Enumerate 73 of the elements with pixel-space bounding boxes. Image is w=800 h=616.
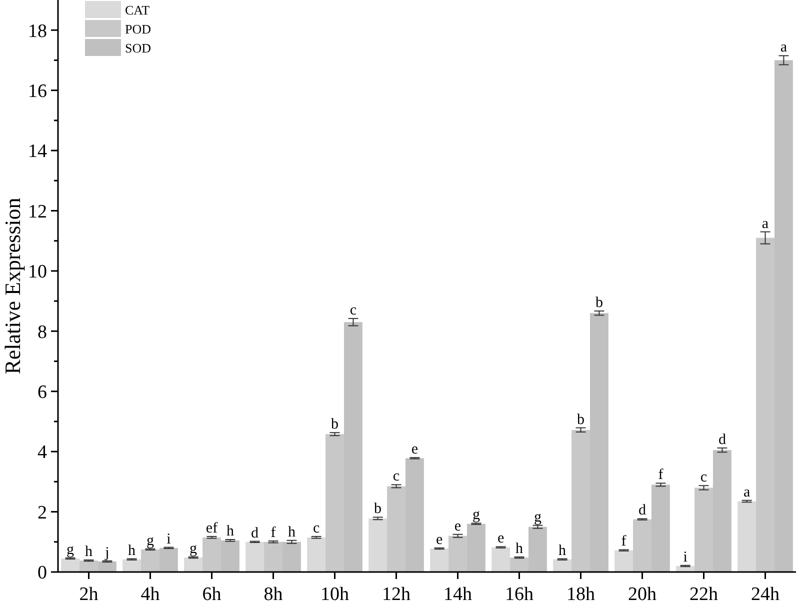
data-label: d — [251, 525, 260, 542]
data-label: a — [780, 40, 788, 56]
x-tick-label: 14h — [444, 584, 472, 605]
data-label: g — [472, 507, 480, 524]
data-label: b — [374, 501, 382, 518]
data-label: i — [683, 549, 688, 566]
data-label: b — [595, 294, 603, 311]
bar — [430, 548, 449, 572]
data-label: a — [743, 484, 750, 500]
data-label: c — [350, 302, 357, 319]
data-label: c — [392, 468, 400, 485]
x-tick-label: 24h — [751, 584, 780, 605]
data-label: h — [288, 524, 296, 540]
data-label: e — [454, 518, 462, 534]
x-tick-label: 4h — [140, 584, 160, 605]
x-tick-label: 18h — [566, 584, 596, 605]
data-label: ef — [206, 520, 218, 536]
data-label: d — [638, 502, 646, 519]
data-label: g — [146, 532, 154, 549]
bar — [553, 559, 572, 572]
data-label: a — [762, 216, 769, 232]
x-tick-label: 16h — [505, 584, 534, 605]
y-tick-label: 14 — [28, 141, 48, 162]
data-label: c — [700, 470, 708, 486]
bar — [307, 537, 326, 572]
y-tick-label: 0 — [38, 562, 47, 584]
y-tick-label: 4 — [38, 442, 48, 464]
bar — [492, 547, 510, 572]
data-label: d — [718, 432, 726, 448]
y-tick-label: 18 — [28, 20, 47, 42]
bar — [122, 559, 142, 572]
data-label: h — [128, 542, 136, 559]
bar — [614, 550, 634, 572]
bar — [184, 558, 203, 572]
x-tick-label: 12h — [382, 584, 411, 605]
x-tick-label: 22h — [690, 584, 718, 605]
y-tick-label: 10 — [28, 262, 47, 283]
data-label: b — [577, 412, 584, 428]
bar — [368, 518, 388, 572]
data-label: h — [226, 523, 234, 540]
y-axis-title: Relative Expression — [0, 198, 25, 374]
data-label: c — [312, 520, 320, 536]
y-tick-label: 16 — [28, 80, 47, 102]
x-tick-label: 2h — [79, 584, 99, 605]
bar — [246, 542, 264, 572]
data-label: f — [270, 524, 276, 541]
data-label: e — [411, 442, 418, 458]
bar — [738, 501, 756, 572]
data-label: f — [658, 467, 664, 484]
data-label: h — [558, 542, 567, 559]
legend-label: CAT — [125, 2, 150, 18]
x-tick-label: 20h — [628, 584, 657, 605]
y-tick-label: 12 — [28, 201, 47, 222]
x-tick-label: 8h — [264, 584, 284, 605]
y-tick-label: 2 — [38, 502, 47, 524]
data-label: h — [516, 540, 524, 557]
data-label: g — [534, 509, 542, 526]
legend-label: SOD — [125, 40, 152, 56]
bar — [61, 558, 80, 572]
data-label: f — [621, 534, 626, 550]
data-label: g — [66, 542, 75, 558]
data-label: h — [85, 544, 93, 560]
x-tick-label: 10h — [320, 584, 350, 605]
data-label: e — [497, 530, 504, 547]
data-label: b — [331, 416, 338, 433]
y-tick-label: 6 — [38, 382, 47, 404]
data-label: j — [104, 544, 110, 561]
legend-label: POD — [125, 22, 152, 37]
data-label: g — [190, 540, 198, 557]
y-tick-label: 8 — [38, 322, 47, 343]
data-label: e — [436, 532, 443, 548]
x-tick-label: 6h — [202, 584, 222, 605]
data-label: i — [166, 531, 171, 548]
